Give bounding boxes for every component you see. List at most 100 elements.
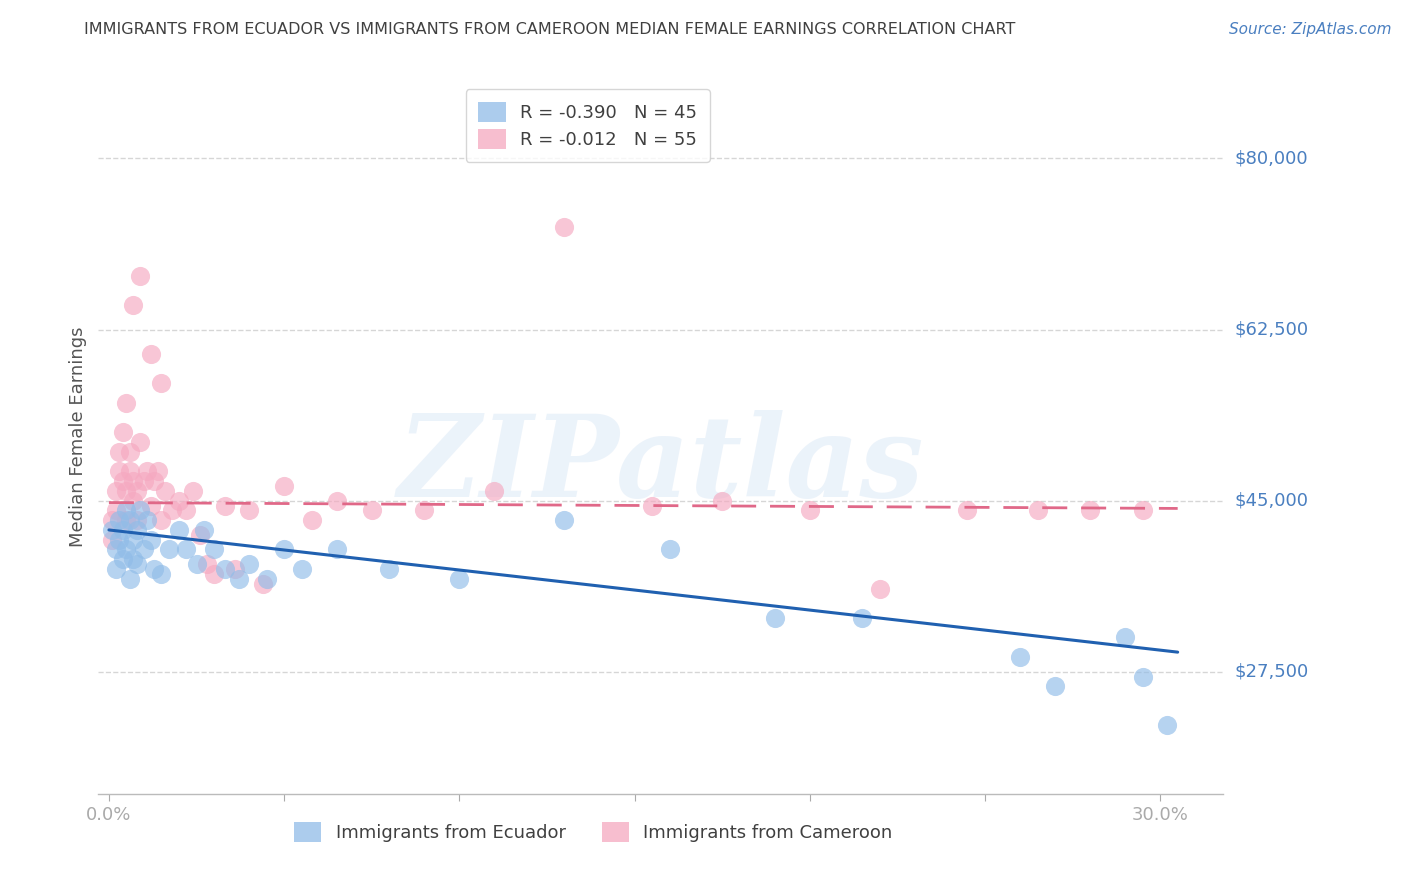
Point [484,483,506,498]
Point [129,503,152,517]
Point [252,576,274,591]
Point [188,528,211,542]
Legend: Immigrants from Ecuador, Immigrants from Cameroon: Immigrants from Ecuador, Immigrants from… [287,814,900,849]
Point [143,562,166,576]
Point [763,611,786,625]
Point [214,499,236,513]
Point [115,542,138,557]
Point [167,493,190,508]
Point [174,542,197,557]
Point [193,523,215,537]
Point [181,483,204,498]
Point [150,376,173,391]
Point [132,542,155,557]
Point [122,533,145,547]
Point [186,557,208,571]
Point [125,483,148,498]
Point [202,566,225,581]
Point [129,434,152,449]
Point [104,542,127,557]
Point [118,444,141,458]
Point [195,557,218,571]
Point [143,474,166,488]
Point [101,533,124,547]
Point [1008,650,1031,665]
Point [139,347,162,361]
Y-axis label: Median Female Earnings: Median Female Earnings [69,326,87,548]
Point [711,493,734,508]
Point [256,572,278,586]
Text: ZIPatlas: ZIPatlas [398,410,924,521]
Point [115,503,138,517]
Point [228,572,250,586]
Point [291,562,314,576]
Point [553,513,575,527]
Point [136,513,159,527]
Point [378,562,401,576]
Point [160,503,183,517]
Point [956,503,979,517]
Text: $62,500: $62,500 [1234,320,1309,339]
Point [139,499,162,513]
Point [104,562,127,576]
Text: $45,000: $45,000 [1234,491,1309,509]
Point [360,503,382,517]
Point [174,503,197,517]
Text: $80,000: $80,000 [1234,150,1308,168]
Point [101,513,124,527]
Point [108,533,131,547]
Point [238,557,260,571]
Point [108,444,131,458]
Point [118,513,141,527]
Text: $27,500: $27,500 [1234,663,1309,681]
Point [122,552,145,566]
Point [115,513,138,527]
Point [115,483,138,498]
Point [553,219,575,234]
Point [851,611,873,625]
Point [153,483,176,498]
Point [108,513,131,527]
Point [214,562,236,576]
Point [122,474,145,488]
Point [111,552,134,566]
Point [125,557,148,571]
Point [108,464,131,478]
Point [869,582,891,596]
Point [118,572,141,586]
Point [799,503,821,517]
Point [1043,679,1066,693]
Point [273,542,295,557]
Point [1132,669,1154,683]
Point [238,503,260,517]
Point [1026,503,1049,517]
Point [325,493,347,508]
Point [111,523,134,537]
Point [1132,503,1154,517]
Point [129,268,152,283]
Point [125,523,148,537]
Point [167,523,190,537]
Point [325,542,347,557]
Point [1156,718,1178,732]
Point [111,474,134,488]
Point [301,513,323,527]
Point [449,572,471,586]
Point [146,464,169,478]
Point [150,566,173,581]
Point [413,503,436,517]
Point [1078,503,1101,517]
Point [658,542,681,557]
Point [157,542,180,557]
Point [118,464,141,478]
Point [150,513,173,527]
Point [104,483,127,498]
Point [101,523,124,537]
Point [125,513,148,527]
Point [115,396,138,410]
Point [273,479,295,493]
Point [224,562,246,576]
Point [202,542,225,557]
Point [122,493,145,508]
Text: IMMIGRANTS FROM ECUADOR VS IMMIGRANTS FROM CAMEROON MEDIAN FEMALE EARNINGS CORRE: IMMIGRANTS FROM ECUADOR VS IMMIGRANTS FR… [84,22,1015,37]
